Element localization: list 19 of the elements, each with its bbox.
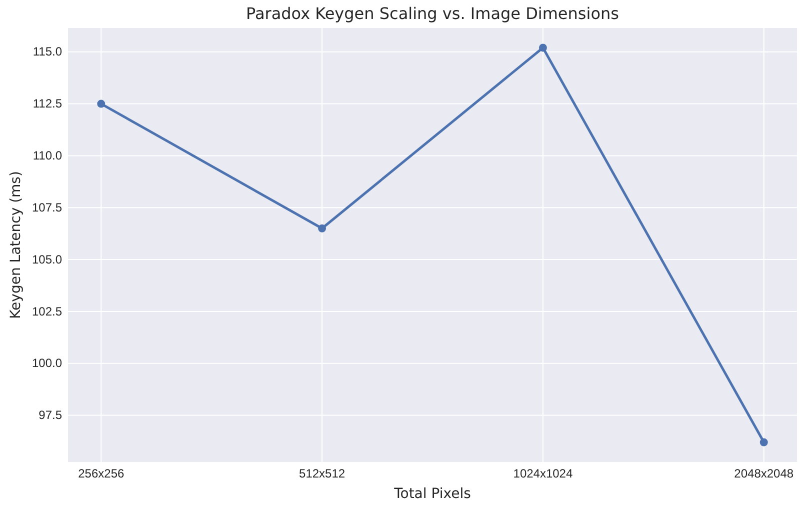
- y-tick-label: 110.0: [32, 148, 62, 163]
- x-tick-label: 2048x2048: [734, 466, 794, 481]
- y-tick-label: 100.0: [32, 356, 62, 370]
- point: [538, 44, 547, 52]
- y-tick-label: 102.5: [32, 304, 62, 318]
- y-tick-label: 112.5: [32, 96, 62, 111]
- y-tick-label: 97.5: [38, 408, 62, 422]
- x-tick-label: 1024x1024: [513, 466, 573, 481]
- y-tick-label: 107.5: [32, 200, 62, 214]
- y-axis-title: Keygen Latency (ms): [8, 171, 24, 319]
- x-axis-title: Total Pixels: [393, 486, 471, 502]
- point: [97, 100, 106, 108]
- y-tick-label: 115.0: [32, 44, 62, 59]
- x-tick-label: 512x512: [299, 466, 346, 481]
- point: [318, 224, 326, 232]
- chart-title: Paradox Keygen Scaling vs. Image Dimensions: [246, 4, 619, 23]
- point: [760, 438, 768, 446]
- y-tick-label: 105.0: [32, 252, 62, 266]
- x-tick-label: 256x256: [78, 466, 124, 481]
